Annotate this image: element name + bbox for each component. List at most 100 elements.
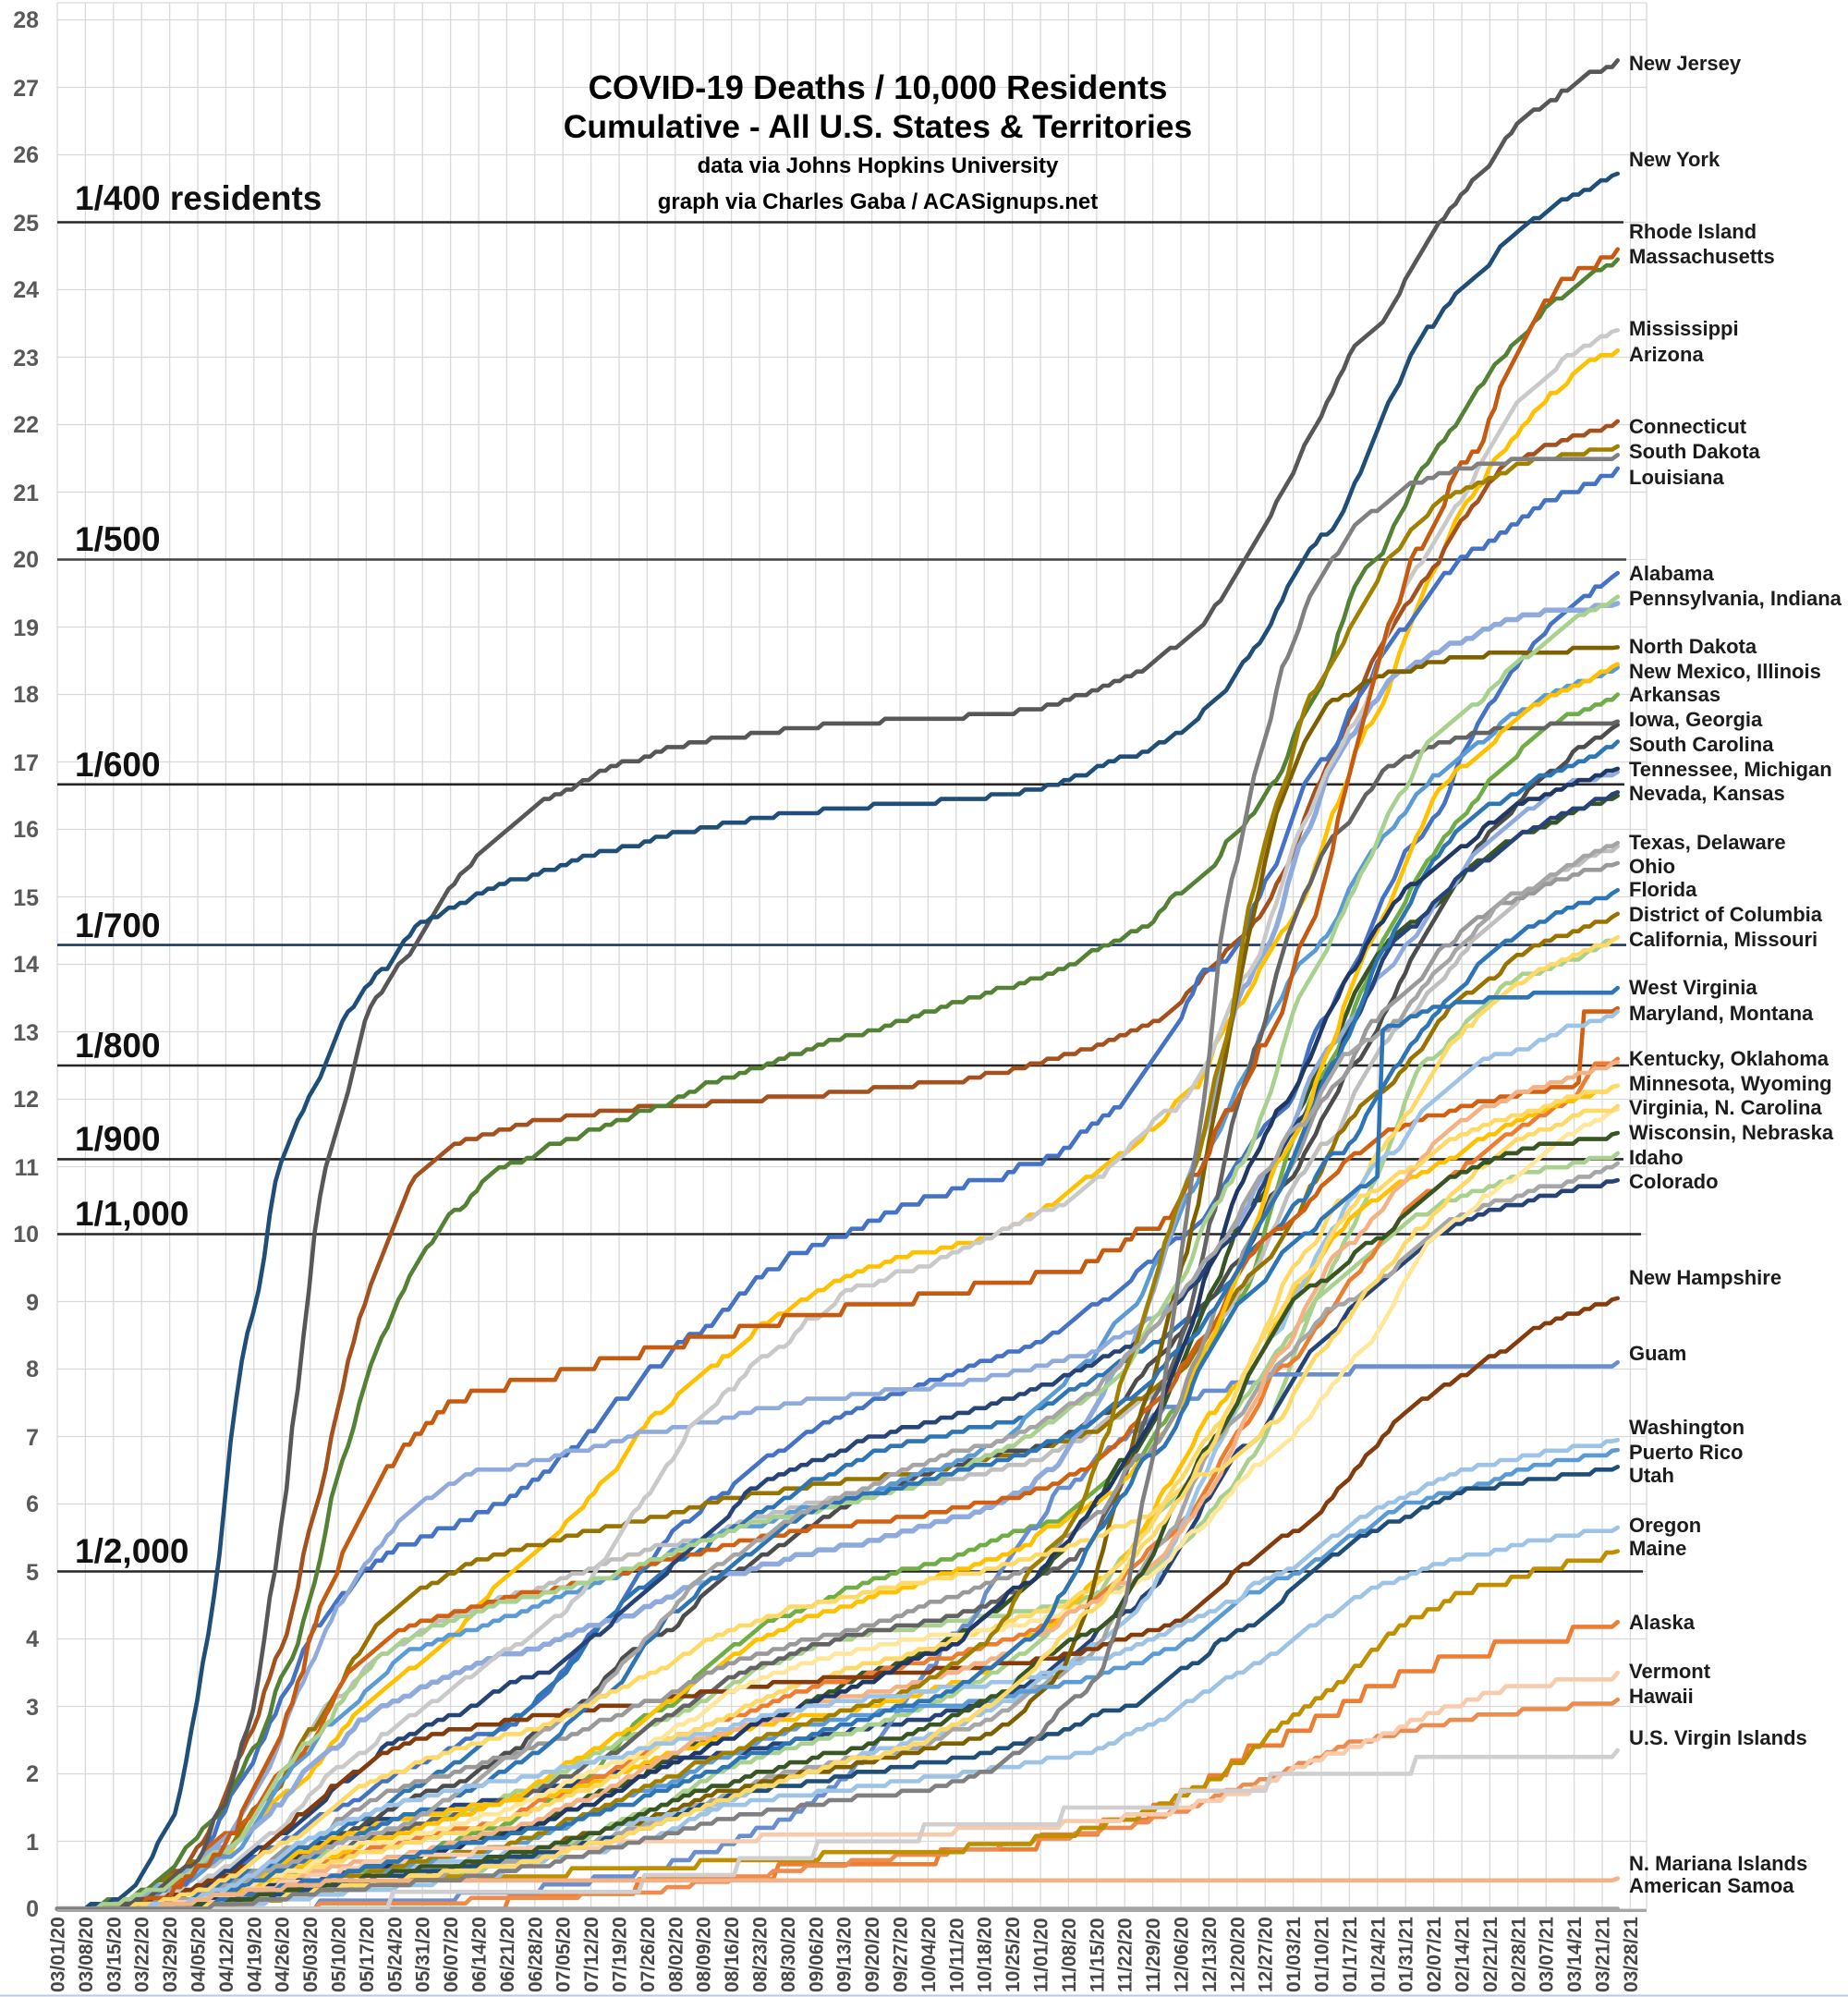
- svg-text:05/17/20: 05/17/20: [357, 1917, 378, 1992]
- svg-text:14: 14: [13, 952, 39, 978]
- svg-text:Wisconsin, Nebraska: Wisconsin, Nebraska: [1629, 1121, 1834, 1144]
- svg-text:07/19/20: 07/19/20: [610, 1917, 631, 1992]
- svg-text:12: 12: [13, 1087, 39, 1113]
- svg-text:Cumulative - All U.S. States &: Cumulative - All U.S. States & Territori…: [564, 108, 1193, 145]
- svg-text:7: 7: [26, 1425, 39, 1451]
- svg-text:North Dakota: North Dakota: [1629, 635, 1757, 658]
- svg-text:13: 13: [13, 1020, 39, 1046]
- svg-text:03/29/20: 03/29/20: [160, 1917, 181, 1992]
- svg-text:12/06/20: 12/06/20: [1172, 1917, 1193, 1992]
- svg-text:02/28/21: 02/28/21: [1508, 1917, 1529, 1992]
- svg-text:Virginia, N. Carolina: Virginia, N. Carolina: [1629, 1096, 1822, 1119]
- svg-text:04/12/20: 04/12/20: [216, 1917, 237, 1992]
- svg-text:Mississippi: Mississippi: [1629, 317, 1739, 340]
- svg-text:04/05/20: 04/05/20: [188, 1917, 210, 1992]
- svg-text:04/26/20: 04/26/20: [273, 1917, 294, 1992]
- svg-text:New York: New York: [1629, 148, 1720, 171]
- svg-text:Colorado: Colorado: [1629, 1170, 1719, 1193]
- svg-text:12/13/20: 12/13/20: [1199, 1917, 1221, 1992]
- svg-text:07/12/20: 07/12/20: [581, 1917, 602, 1992]
- svg-text:Minnesota, Wyoming: Minnesota, Wyoming: [1629, 1072, 1832, 1095]
- svg-text:Idaho: Idaho: [1629, 1146, 1684, 1169]
- svg-text:07/26/20: 07/26/20: [638, 1917, 659, 1992]
- svg-text:23: 23: [13, 346, 39, 371]
- svg-text:Guam: Guam: [1629, 1342, 1686, 1365]
- svg-text:5: 5: [26, 1560, 39, 1586]
- svg-text:11/22/20: 11/22/20: [1115, 1918, 1137, 1992]
- svg-text:08/23/20: 08/23/20: [750, 1917, 772, 1992]
- svg-text:07/05/20: 07/05/20: [553, 1917, 575, 1992]
- svg-text:06/14/20: 06/14/20: [469, 1917, 491, 1992]
- svg-text:Alaska: Alaska: [1629, 1611, 1696, 1634]
- svg-text:Florida: Florida: [1629, 878, 1697, 901]
- svg-text:6: 6: [26, 1492, 39, 1517]
- svg-text:1: 1: [26, 1830, 39, 1856]
- svg-text:03/08/20: 03/08/20: [76, 1917, 97, 1992]
- svg-text:11/01/20: 11/01/20: [1031, 1918, 1052, 1992]
- svg-text:11/15/20: 11/15/20: [1087, 1918, 1108, 1992]
- svg-text:COVID-19 Deaths / 10,000 Resid: COVID-19 Deaths / 10,000 Residents: [589, 68, 1168, 106]
- svg-text:8: 8: [26, 1357, 39, 1382]
- svg-text:09/13/20: 09/13/20: [834, 1917, 856, 1992]
- svg-text:11: 11: [15, 1155, 40, 1181]
- svg-text:02/21/21: 02/21/21: [1480, 1917, 1502, 1992]
- svg-text:09/27/20: 09/27/20: [891, 1917, 912, 1992]
- svg-text:08/16/20: 08/16/20: [722, 1917, 743, 1992]
- svg-text:03/22/20: 03/22/20: [132, 1917, 153, 1992]
- svg-text:1/900: 1/900: [75, 1120, 161, 1158]
- svg-text:24: 24: [13, 277, 39, 303]
- svg-text:09/20/20: 09/20/20: [862, 1917, 883, 1992]
- svg-text:Alabama: Alabama: [1629, 562, 1714, 585]
- svg-text:02/14/21: 02/14/21: [1453, 1917, 1474, 1992]
- svg-text:17: 17: [13, 750, 39, 776]
- svg-text:Connecticut: Connecticut: [1629, 415, 1747, 438]
- svg-text:03/07/21: 03/07/21: [1537, 1917, 1558, 1992]
- svg-text:1/700: 1/700: [75, 907, 161, 944]
- svg-text:New Mexico, Illinois: New Mexico, Illinois: [1629, 660, 1821, 683]
- svg-text:18: 18: [13, 682, 39, 708]
- svg-text:4: 4: [26, 1626, 39, 1652]
- svg-text:1/2,000: 1/2,000: [75, 1532, 188, 1570]
- svg-text:Maine: Maine: [1629, 1537, 1686, 1560]
- svg-text:Maryland, Montana: Maryland, Montana: [1629, 1002, 1814, 1025]
- svg-text:3: 3: [26, 1695, 39, 1721]
- svg-text:15: 15: [13, 885, 39, 911]
- svg-text:11/08/20: 11/08/20: [1059, 1918, 1080, 1992]
- svg-text:N. Mariana Islands: N. Mariana Islands: [1629, 1852, 1807, 1875]
- svg-text:Kentucky, Oklahoma: Kentucky, Oklahoma: [1629, 1047, 1830, 1070]
- svg-text:U.S. Virgin Islands: U.S. Virgin Islands: [1629, 1726, 1807, 1749]
- svg-text:10/18/20: 10/18/20: [975, 1917, 996, 1992]
- svg-text:01/17/21: 01/17/21: [1340, 1917, 1361, 1992]
- svg-text:16: 16: [13, 817, 39, 843]
- svg-text:01/10/21: 01/10/21: [1312, 1917, 1333, 1992]
- svg-text:Nevada, Kansas: Nevada, Kansas: [1629, 782, 1785, 805]
- svg-text:1/500: 1/500: [75, 520, 161, 558]
- svg-text:03/01/20: 03/01/20: [48, 1917, 69, 1992]
- svg-text:Vermont: Vermont: [1629, 1660, 1711, 1683]
- svg-text:American Samoa: American Samoa: [1629, 1874, 1794, 1897]
- svg-text:Utah: Utah: [1629, 1464, 1674, 1487]
- svg-text:25: 25: [13, 211, 39, 237]
- svg-text:08/09/20: 08/09/20: [694, 1917, 715, 1992]
- svg-text:05/03/20: 05/03/20: [300, 1917, 322, 1992]
- svg-text:04/19/20: 04/19/20: [244, 1917, 265, 1992]
- svg-text:Washington: Washington: [1629, 1416, 1745, 1439]
- svg-text:South Carolina: South Carolina: [1629, 733, 1774, 756]
- svg-text:20: 20: [13, 547, 39, 573]
- svg-text:New Hampshire: New Hampshire: [1629, 1266, 1781, 1289]
- svg-text:data via Johns Hopkins Univers: data via Johns Hopkins University: [698, 153, 1059, 178]
- svg-text:1/800: 1/800: [75, 1027, 161, 1065]
- svg-text:01/31/21: 01/31/21: [1396, 1917, 1417, 1992]
- svg-text:03/21/21: 03/21/21: [1593, 1917, 1614, 1992]
- svg-text:Rhode Island: Rhode Island: [1629, 220, 1757, 243]
- svg-text:California, Missouri: California, Missouri: [1629, 928, 1818, 951]
- svg-text:01/24/21: 01/24/21: [1368, 1917, 1389, 1992]
- svg-text:01/03/21: 01/03/21: [1283, 1917, 1305, 1992]
- svg-text:Puerto Rico: Puerto Rico: [1629, 1441, 1743, 1464]
- svg-text:New Jersey: New Jersey: [1629, 52, 1742, 75]
- svg-text:28: 28: [13, 7, 39, 33]
- svg-text:03/28/21: 03/28/21: [1621, 1917, 1642, 1992]
- svg-text:22: 22: [13, 412, 39, 438]
- svg-text:06/07/20: 06/07/20: [441, 1917, 462, 1992]
- svg-text:1/400 residents: 1/400 residents: [75, 179, 322, 217]
